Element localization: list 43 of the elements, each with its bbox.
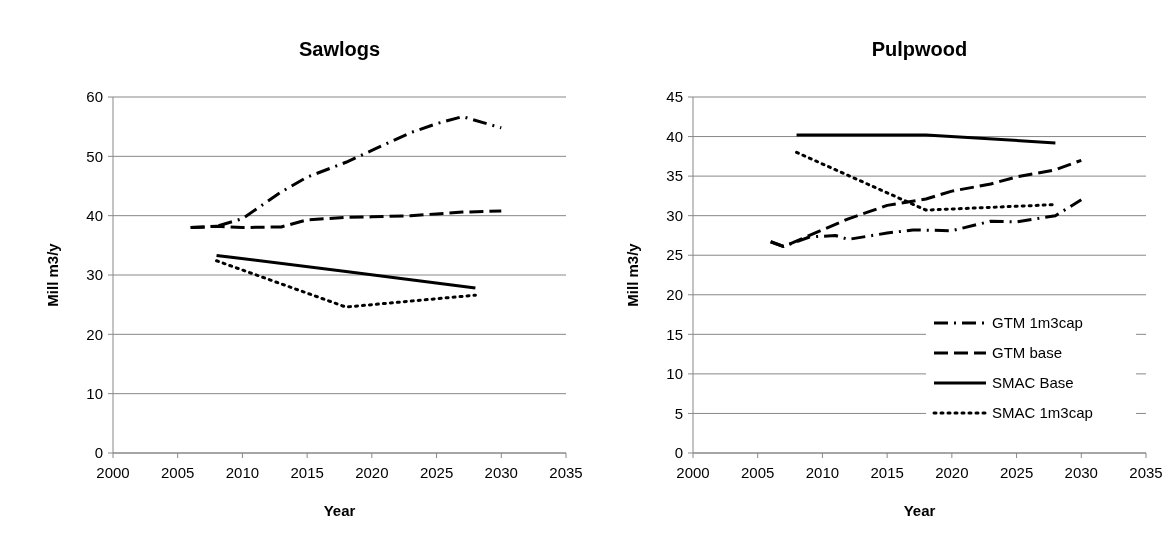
y-axis-title: Mill m3/y: [44, 242, 61, 307]
x-tick-label: 2025: [419, 464, 454, 481]
y-tick-label: 25: [665, 246, 683, 264]
y-axis-title: Mill m3/y: [623, 242, 641, 307]
y-tick-label: 50: [86, 147, 103, 165]
x-tick-label: 2015: [290, 464, 324, 481]
legend-label: SMAC Base: [991, 374, 1074, 392]
x-tick-label: 2000: [96, 464, 130, 481]
x-tick-label: 2015: [869, 464, 904, 481]
x-tick-label: 2030: [484, 464, 518, 481]
y-tick-label: 45: [665, 88, 683, 106]
y-tick-label: 40: [86, 206, 103, 224]
y-tick-label: 10: [665, 365, 683, 383]
chart-title: Pulpwood: [871, 38, 967, 60]
x-tick-label: 2000: [675, 464, 710, 481]
legend-label: GTM 1m3cap: [991, 314, 1083, 332]
y-tick-label: 0: [94, 444, 103, 462]
y-tick-label: 40: [665, 127, 683, 145]
x-tick-label: 2035: [549, 464, 583, 481]
y-tick-label: 30: [665, 206, 683, 224]
x-tick-label: 2010: [225, 464, 260, 481]
x-tick-label: 2005: [740, 464, 774, 481]
y-tick-label: 15: [665, 325, 683, 343]
x-tick-label: 2030: [1064, 464, 1098, 481]
x-tick-label: 2010: [805, 464, 839, 481]
x-tick-label: 2020: [355, 464, 389, 481]
y-tick-label: 20: [665, 286, 683, 304]
legend-label: SMAC 1m3cap: [991, 404, 1093, 422]
x-tick-label: 2025: [999, 464, 1033, 481]
legend-label: GTM base: [991, 344, 1062, 362]
y-tick-label: 30: [86, 266, 103, 284]
y-tick-label: 10: [86, 384, 103, 402]
x-axis-title: Year: [903, 502, 936, 519]
y-tick-label: 60: [86, 88, 103, 106]
x-tick-label: 2020: [934, 464, 969, 481]
x-axis-title: Year: [323, 502, 356, 519]
y-tick-label: 0: [674, 444, 683, 462]
chart-title: Sawlogs: [298, 38, 381, 60]
y-tick-label: 20: [86, 325, 103, 343]
y-tick-label: 5: [674, 404, 683, 422]
x-tick-label: 2035: [1128, 464, 1163, 481]
x-tick-label: 2005: [161, 464, 195, 481]
y-tick-label: 35: [665, 167, 683, 185]
